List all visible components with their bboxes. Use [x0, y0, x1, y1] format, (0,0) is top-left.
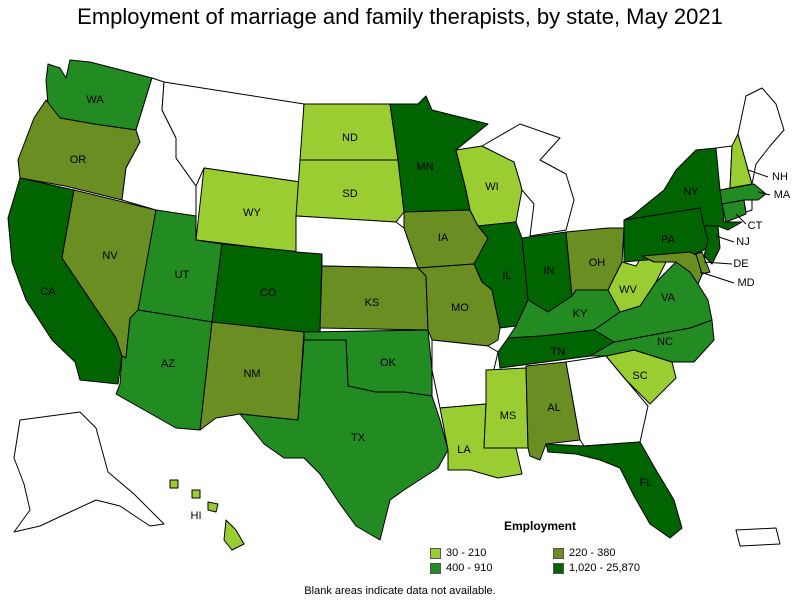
state-hi-oahu[interactable]: [191, 489, 201, 499]
state-de[interactable]: [695, 251, 711, 275]
label-or: OR: [70, 154, 87, 166]
state-mi[interactable]: [481, 123, 575, 237]
legend-item-class-3: 1,020 - 25,870: [553, 562, 640, 574]
legend-label-class-2: 400 - 910: [446, 562, 493, 574]
label-nh: NH: [772, 171, 788, 183]
label-az: AZ: [161, 358, 175, 370]
state-az[interactable]: [115, 309, 213, 431]
map-title: Employment of marriage and family therap…: [77, 4, 723, 29]
legend-label-class-3: 1,020 - 25,870: [569, 562, 640, 574]
state-ny[interactable]: [623, 147, 743, 231]
label-ms: MS: [500, 410, 517, 422]
state-ms[interactable]: [483, 367, 529, 449]
state-hi-maui[interactable]: [207, 501, 219, 513]
label-mo: MO: [451, 302, 469, 314]
label-wi: WI: [485, 181, 498, 193]
label-ca: CA: [40, 286, 56, 298]
label-la: LA: [457, 444, 471, 456]
label-sc: SC: [632, 370, 647, 382]
label-ky: KY: [573, 308, 588, 320]
legend-label-class-1: 220 - 380: [569, 547, 616, 559]
state-hi-big[interactable]: [223, 519, 245, 551]
label-in: IN: [544, 265, 555, 277]
state-ma[interactable]: [719, 183, 767, 205]
state-il[interactable]: [473, 221, 529, 329]
label-nm: NM: [243, 368, 260, 380]
state-hi-kauai[interactable]: [169, 479, 179, 489]
legend-swatch-class-3: [553, 562, 564, 574]
label-va: VA: [661, 292, 676, 304]
label-wy: WY: [243, 207, 261, 219]
label-pa: PA: [661, 234, 676, 246]
label-tx: TX: [351, 432, 366, 444]
label-mn: MN: [416, 161, 433, 173]
state-labels: WA OR CA NV WY UT AZ CO NM ND SD KS OK T…: [40, 94, 791, 522]
label-wv: WV: [619, 284, 637, 296]
label-ut: UT: [175, 269, 190, 281]
label-nj: NJ: [736, 236, 749, 248]
state-nj[interactable]: [703, 225, 721, 265]
legend-swatch-class-1: [553, 547, 564, 559]
legend-item-class-1: 220 - 380: [553, 547, 615, 559]
state-me[interactable]: [737, 87, 785, 185]
state-md[interactable]: [641, 251, 705, 285]
label-md: MD: [737, 277, 754, 289]
label-ok: OK: [380, 357, 397, 369]
label-ia: IA: [438, 232, 449, 244]
label-oh: OH: [589, 257, 606, 269]
legend-swatch-class-0: [430, 547, 441, 559]
label-sd: SD: [342, 188, 357, 200]
legend-item-class-2: 400 - 910: [430, 562, 492, 574]
state-ak[interactable]: [13, 411, 165, 533]
callout-lines: [699, 169, 771, 284]
label-tn: TN: [551, 346, 566, 358]
legend-label-class-0: 30 - 210: [446, 547, 487, 559]
label-al: AL: [547, 402, 560, 414]
state-pr[interactable]: [735, 527, 781, 547]
legend-item-class-0: 30 - 210: [430, 547, 486, 559]
label-hi: HI: [191, 510, 202, 522]
legend-title: Employment: [504, 519, 577, 533]
label-ct: CT: [748, 220, 763, 232]
label-nd: ND: [342, 132, 358, 144]
label-co: CO: [260, 287, 277, 299]
label-il: IL: [502, 270, 511, 282]
label-wa: WA: [86, 94, 104, 106]
state-sd[interactable]: [295, 159, 405, 223]
footnote: Blank areas indicate data not available.: [304, 585, 496, 597]
label-nv: NV: [102, 250, 118, 262]
legend-swatch-class-2: [430, 562, 441, 574]
label-de: DE: [733, 258, 748, 270]
label-nc: NC: [657, 336, 673, 348]
label-fl: FL: [640, 477, 653, 489]
state-fl[interactable]: [545, 441, 683, 539]
state-tx[interactable]: [239, 339, 449, 541]
label-ma: MA: [774, 189, 791, 201]
label-ny: NY: [683, 186, 699, 198]
label-ks: KS: [365, 297, 380, 309]
